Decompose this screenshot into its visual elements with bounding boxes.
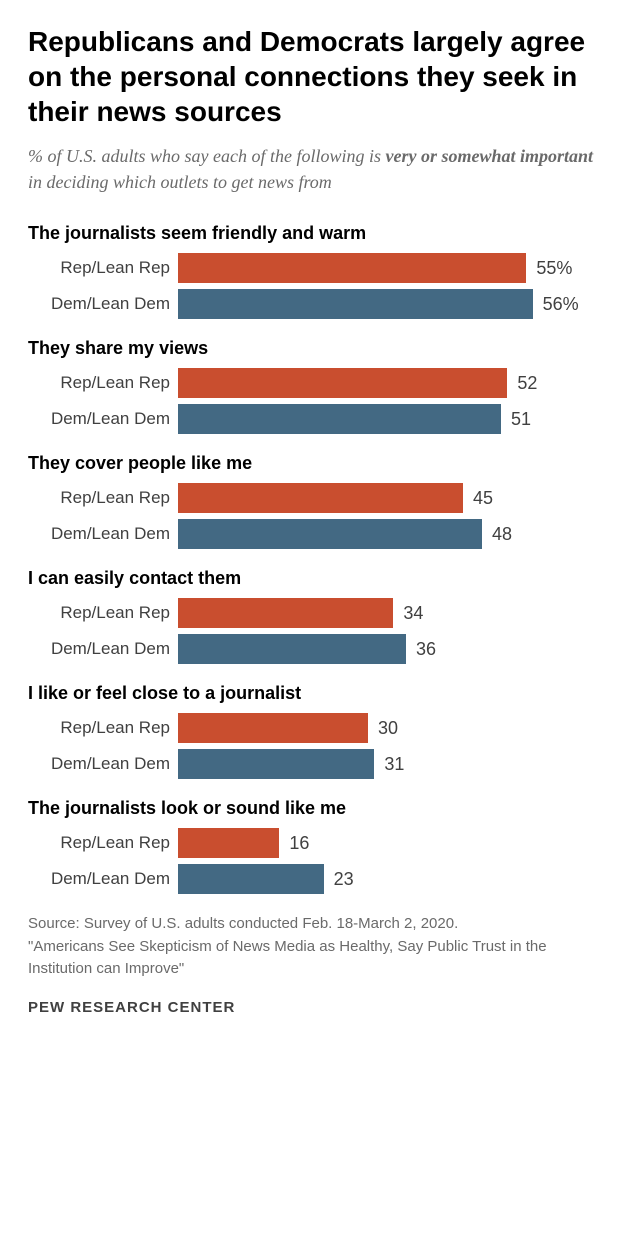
attribution: PEW RESEARCH CENTER <box>28 999 600 1016</box>
bar-label: Dem/Lean Dem <box>28 869 178 889</box>
bar-container: 36 <box>178 634 600 664</box>
bar <box>178 634 406 664</box>
bar-container: 56% <box>178 289 600 319</box>
chart-section: The journalists seem friendly and warm Re… <box>28 223 600 320</box>
bar <box>178 749 374 779</box>
bar-label: Rep/Lean Rep <box>28 718 178 738</box>
bar-label: Rep/Lean Rep <box>28 373 178 393</box>
source-line-2: "Americans See Skepticism of News Media … <box>28 938 547 978</box>
section-label: They cover people like me <box>28 453 600 474</box>
bar-container: 34 <box>178 598 600 628</box>
section-label: The journalists look or sound like me <box>28 798 600 819</box>
source-line-1: Source: Survey of U.S. adults conducted … <box>28 915 458 932</box>
bar-container: 16 <box>178 828 600 858</box>
bar <box>178 404 501 434</box>
bar-container: 45 <box>178 483 600 513</box>
bar-row: Rep/Lean Rep 16 <box>28 827 600 859</box>
bar-label: Dem/Lean Dem <box>28 639 178 659</box>
bar <box>178 483 463 513</box>
bar-container: 48 <box>178 519 600 549</box>
bar-row: Dem/Lean Dem 56% <box>28 288 600 320</box>
bar-value: 16 <box>289 833 309 854</box>
bar-row: Rep/Lean Rep 45 <box>28 482 600 514</box>
chart-section: They share my views Rep/Lean Rep 52 Dem/Lea… <box>28 338 600 435</box>
bar <box>178 289 533 319</box>
bar-row: Dem/Lean Dem 48 <box>28 518 600 550</box>
section-label: The journalists seem friendly and warm <box>28 223 600 244</box>
section-label: They share my views <box>28 338 600 359</box>
bar-row: Rep/Lean Rep 34 <box>28 597 600 629</box>
bar <box>178 713 368 743</box>
bar-value: 34 <box>403 603 423 624</box>
bar-label: Rep/Lean Rep <box>28 258 178 278</box>
bar-label: Dem/Lean Dem <box>28 409 178 429</box>
bar-row: Dem/Lean Dem 31 <box>28 748 600 780</box>
subtitle-emphasis: very or somewhat important <box>386 146 594 166</box>
bar-value: 23 <box>334 869 354 890</box>
bar-label: Rep/Lean Rep <box>28 488 178 508</box>
chart-subtitle: % of U.S. adults who say each of the fol… <box>28 143 600 195</box>
bar-container: 51 <box>178 404 600 434</box>
bar <box>178 368 507 398</box>
section-label: I like or feel close to a journalist <box>28 683 600 704</box>
bar-value: 55% <box>536 258 572 279</box>
bar-label: Rep/Lean Rep <box>28 603 178 623</box>
bar-value: 51 <box>511 409 531 430</box>
chart-section: They cover people like me Rep/Lean Rep 45 D… <box>28 453 600 550</box>
bar-container: 52 <box>178 368 600 398</box>
bar-row: Rep/Lean Rep 30 <box>28 712 600 744</box>
bar-container: 30 <box>178 713 600 743</box>
bar-row: Rep/Lean Rep 55% <box>28 252 600 284</box>
bar-label: Dem/Lean Dem <box>28 754 178 774</box>
bar-value: 45 <box>473 488 493 509</box>
chart-section: I like or feel close to a journalist Rep/… <box>28 683 600 780</box>
source-note: Source: Survey of U.S. adults conducted … <box>28 913 600 981</box>
bar <box>178 519 482 549</box>
bar-value: 56% <box>543 294 579 315</box>
bar-row: Dem/Lean Dem 36 <box>28 633 600 665</box>
chart-section: The journalists look or sound like me Rep… <box>28 798 600 895</box>
bar-row: Dem/Lean Dem 51 <box>28 403 600 435</box>
bar <box>178 828 279 858</box>
bar <box>178 864 324 894</box>
bar-value: 31 <box>384 754 404 775</box>
bar <box>178 253 526 283</box>
bar-label: Rep/Lean Rep <box>28 833 178 853</box>
bar-container: 55% <box>178 253 600 283</box>
bar-row: Dem/Lean Dem 23 <box>28 863 600 895</box>
section-label: I can easily contact them <box>28 568 600 589</box>
chart-title: Republicans and Democrats largely agree … <box>28 24 600 129</box>
chart-section: I can easily contact them Rep/Lean Rep 34 D… <box>28 568 600 665</box>
bar-value: 52 <box>517 373 537 394</box>
subtitle-prefix: % of U.S. adults who say each of the fol… <box>28 146 386 166</box>
bar-container: 31 <box>178 749 600 779</box>
bar-label: Dem/Lean Dem <box>28 524 178 544</box>
bar-label: Dem/Lean Dem <box>28 294 178 314</box>
bar-value: 36 <box>416 639 436 660</box>
bar-value: 48 <box>492 524 512 545</box>
bar-row: Rep/Lean Rep 52 <box>28 367 600 399</box>
bar-value: 30 <box>378 718 398 739</box>
chart-area: The journalists seem friendly and warm Re… <box>28 223 600 895</box>
subtitle-suffix: in deciding which outlets to get news fr… <box>28 172 332 192</box>
bar-container: 23 <box>178 864 600 894</box>
bar <box>178 598 393 628</box>
